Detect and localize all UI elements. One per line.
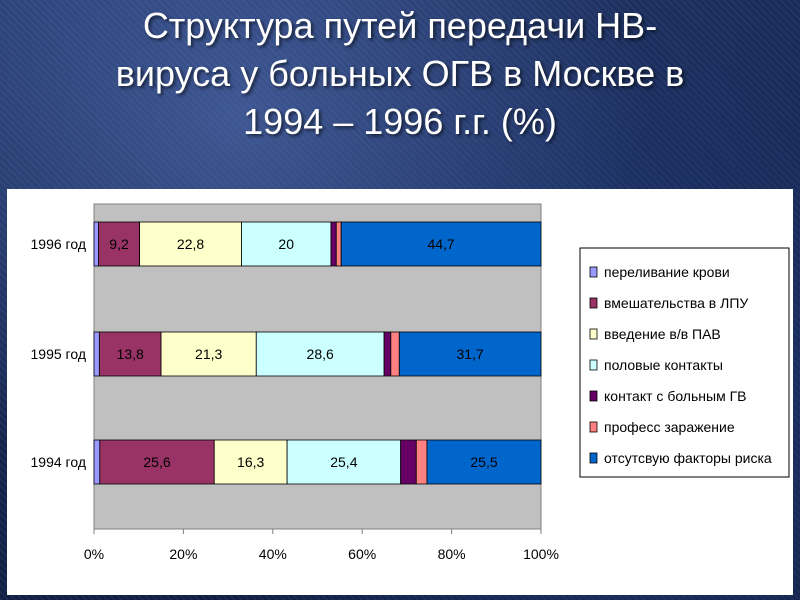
legend: переливание крови вмешательства в ЛПУ введ… <box>579 247 790 478</box>
legend-swatch <box>589 266 598 278</box>
legend-swatch <box>589 328 598 340</box>
legend-label: введение в/в ПАВ <box>604 326 721 342</box>
legend-label: отсутсвую факторы риска <box>604 450 772 466</box>
bar-data-label: 44,7 <box>427 236 454 252</box>
bar-segment <box>98 331 162 377</box>
legend-label: професс заражение <box>604 419 735 435</box>
category-label: 1995 год <box>31 346 86 362</box>
legend-label: переливание крови <box>604 264 730 280</box>
bar-segment <box>241 221 332 267</box>
bars-layer: 9,2 22,8 20 44,7 13,8 21,3 28,6 31,7 25,6 16,3 25,… <box>93 221 542 485</box>
x-tick-label: 40% <box>259 546 287 562</box>
bar-data-label: 22,8 <box>177 236 204 252</box>
bar-segment <box>415 439 428 485</box>
legend-swatch <box>589 297 598 309</box>
title-line-2: вируса у больных ОГВ в Москве в <box>115 53 685 94</box>
legend-swatch <box>589 452 598 464</box>
legend-box <box>579 247 790 478</box>
bar-segment <box>390 331 400 377</box>
bar-data-label: 21,3 <box>195 346 222 362</box>
bar-segment <box>93 439 101 485</box>
category-label: 1996 год <box>31 236 86 252</box>
legend-label: половые контакты <box>604 357 723 373</box>
bar-segment <box>426 439 542 485</box>
bar-segment <box>335 221 342 267</box>
bar-segment <box>98 221 140 267</box>
bar-data-label: 9,2 <box>109 236 129 252</box>
category-label: 1994 год <box>31 454 86 470</box>
slide-title: Структура путей передачи НВ- вируса у бо… <box>0 0 800 182</box>
bar-data-label: 13,8 <box>117 346 144 362</box>
bar-data-label: 25,5 <box>470 454 497 470</box>
bar-segment <box>160 331 257 377</box>
bar-segment <box>383 331 392 377</box>
x-tick-label: 20% <box>169 546 197 562</box>
bar-segment <box>286 439 402 485</box>
x-tick-label: 80% <box>438 546 466 562</box>
chart-panel: 9,2 22,8 20 44,7 13,8 21,3 28,6 31,7 25,6 16,3 25,… <box>7 189 793 595</box>
bar-segment <box>340 221 542 267</box>
title-line-1: Структура путей передачи НВ- <box>142 5 658 46</box>
bar-data-label: 16,3 <box>237 454 264 470</box>
title-line-3: 1994 – 1996 г.г. (%) <box>243 101 557 142</box>
x-tick-label: 60% <box>348 546 376 562</box>
bar-segment <box>330 221 337 267</box>
bar-data-label: 25,6 <box>143 454 170 470</box>
bar-data-label: 20 <box>278 236 294 252</box>
category-labels: 1996 год 1995 год 1994 год <box>31 236 86 470</box>
bar-segment <box>398 331 542 377</box>
bar-segment <box>93 331 100 377</box>
bar-data-label: 25,4 <box>330 454 357 470</box>
bar-segment <box>400 439 417 485</box>
legend-swatch <box>589 390 598 402</box>
x-axis-ticks: 0% 20% 40% 60% 80% 100% <box>84 529 559 562</box>
legend-swatch <box>589 421 598 433</box>
bar-data-label: 28,6 <box>307 346 334 362</box>
bar-data-label: 31,7 <box>457 346 484 362</box>
bar-segment <box>255 331 385 377</box>
legend-label: контакт с больным ГВ <box>604 388 747 404</box>
stacked-bar-chart: 9,2 22,8 20 44,7 13,8 21,3 28,6 31,7 25,6 16,3 25,… <box>31 203 790 562</box>
x-tick-label: 100% <box>523 546 559 562</box>
bar-segment <box>93 221 99 267</box>
bar-segment <box>99 439 215 485</box>
legend-label: вмешательства в ЛПУ <box>604 295 748 311</box>
bar-segment <box>139 221 242 267</box>
legend-swatch <box>589 359 598 371</box>
x-tick-label: 0% <box>84 546 104 562</box>
